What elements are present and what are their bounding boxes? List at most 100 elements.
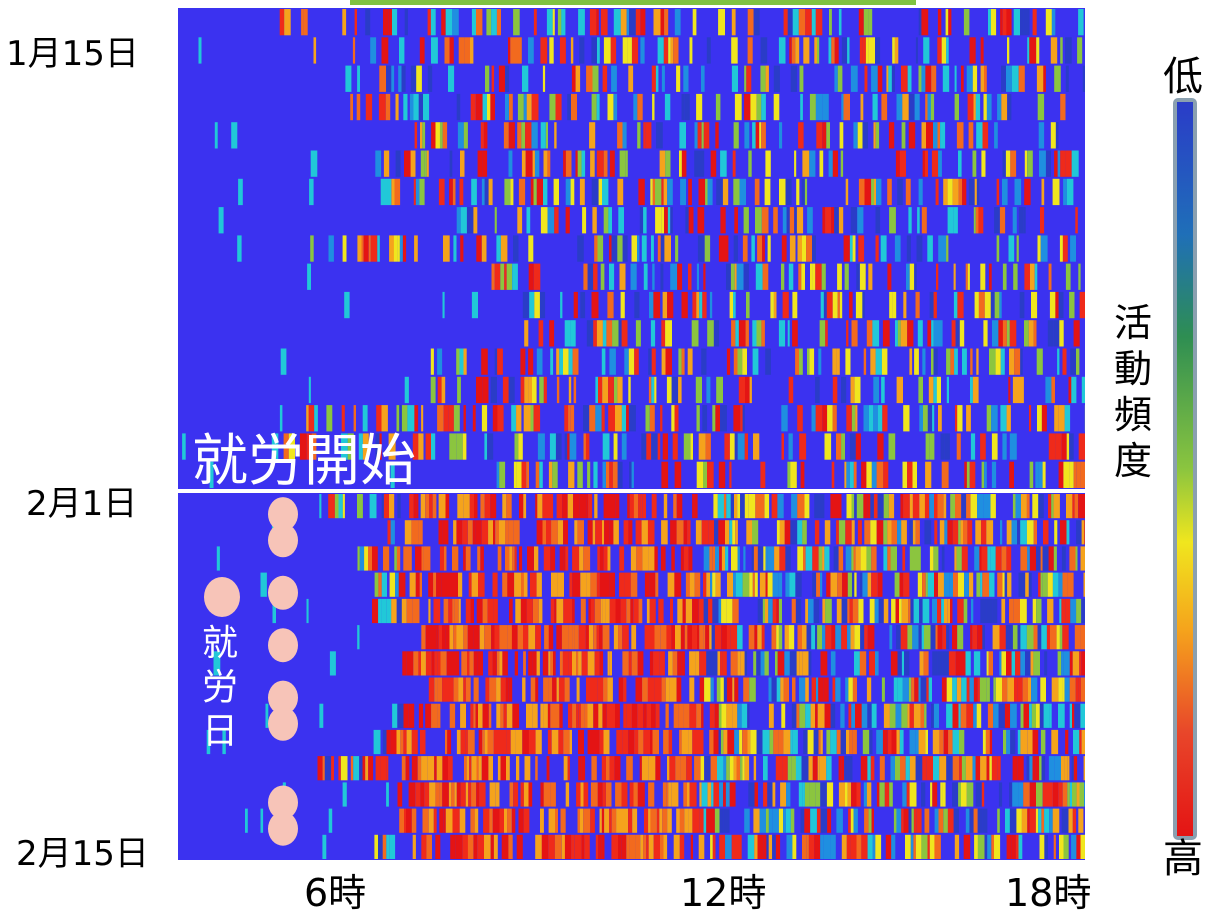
heatmap-cell	[463, 494, 467, 519]
heatmap-cell	[600, 9, 608, 36]
heatmap-cell	[967, 93, 974, 121]
heatmap-cell	[822, 405, 828, 432]
heatmap-cell	[1009, 782, 1013, 807]
heatmap-cell	[1080, 546, 1085, 571]
heatmap-cell	[871, 65, 878, 92]
heatmap-cell	[706, 572, 711, 597]
heatmap-cell	[586, 494, 589, 519]
heatmap-cell	[961, 494, 967, 519]
heatmap-cell	[742, 729, 748, 755]
heatmap-cell	[649, 651, 654, 676]
heatmap-cell	[865, 37, 869, 64]
heatmap-cell	[283, 433, 289, 460]
heatmap-cell	[470, 598, 474, 624]
heatmap-cell	[864, 808, 869, 833]
heatmap-cell	[1058, 782, 1063, 807]
heatmap-cell	[646, 703, 652, 728]
heatmap-cell	[460, 703, 466, 728]
heatmap-cell	[853, 461, 857, 488]
heatmap-cell	[563, 520, 568, 545]
heatmap-cell	[647, 677, 655, 702]
heatmap-cell	[1047, 320, 1054, 347]
heatmap-cell	[306, 433, 312, 460]
heatmap-cell	[493, 598, 498, 624]
heatmap-cell	[891, 729, 897, 755]
heatmap-cell	[911, 677, 915, 702]
heatmap-cell	[511, 405, 517, 432]
heatmap-cell	[943, 808, 948, 833]
heatmap-cell	[981, 546, 988, 571]
heatmap-cell	[664, 93, 671, 121]
heatmap-cell	[618, 207, 624, 234]
heatmap-cell	[513, 461, 517, 488]
heatmap-cell	[927, 405, 933, 432]
heatmap-cell	[753, 651, 757, 676]
heatmap-cell	[420, 729, 426, 755]
heatmap-cell	[595, 520, 602, 545]
heatmap-cell	[370, 235, 378, 262]
heatmap-cell	[419, 178, 425, 206]
heatmap-cell	[676, 808, 680, 833]
heatmap-cell	[458, 572, 463, 597]
heatmap-cell	[1027, 150, 1033, 177]
heatmap-cell	[765, 572, 768, 597]
heatmap-cell	[622, 729, 629, 755]
heatmap-cell	[603, 729, 610, 755]
heatmap-cell	[571, 93, 577, 121]
heatmap-cell	[683, 703, 690, 728]
heatmap-cell	[579, 494, 587, 519]
heatmap-cell	[1073, 756, 1078, 781]
heatmap-cell	[517, 122, 522, 149]
heatmap-cell	[871, 178, 874, 206]
heatmap-cell	[987, 703, 994, 728]
heatmap-cell	[970, 348, 973, 375]
heatmap-cell	[546, 9, 553, 36]
heatmap-cell	[973, 207, 976, 234]
heatmap-cell	[1020, 651, 1025, 676]
heatmap-cell	[583, 782, 589, 807]
heatmap-cell	[434, 756, 437, 781]
heatmap-cell	[922, 348, 926, 375]
heatmap-cell	[388, 433, 396, 460]
heatmap-cell	[473, 651, 478, 676]
heatmap-cell	[877, 494, 884, 519]
heatmap-cell	[623, 703, 627, 728]
heatmap-cell	[1073, 729, 1080, 755]
heatmap-cell	[974, 834, 978, 859]
heatmap-cell	[667, 207, 671, 234]
heatmap-cell	[814, 834, 821, 859]
heatmap-cell	[514, 572, 521, 597]
heatmap-cell	[740, 494, 745, 519]
heatmap-cell	[1068, 376, 1072, 404]
heatmap-cell	[395, 150, 401, 177]
heatmap-cell	[839, 122, 844, 149]
heatmap-cell	[721, 598, 727, 624]
heatmap-cell	[736, 263, 744, 290]
heatmap-cell	[698, 433, 706, 460]
heatmap-cell	[580, 598, 586, 624]
heatmap-cell	[890, 546, 897, 571]
heatmap-cell	[683, 433, 691, 460]
heatmap-cell	[1073, 461, 1077, 488]
heatmap-cell	[932, 782, 938, 807]
heatmap-cell	[736, 756, 740, 781]
heatmap-cell	[779, 520, 785, 545]
heatmap-cell	[902, 677, 909, 702]
heatmap-cell	[477, 546, 481, 571]
heatmap-cell	[469, 494, 474, 519]
work-day-marker	[268, 628, 298, 663]
heatmap-cell	[962, 178, 967, 206]
heatmap-cell	[536, 178, 543, 206]
heatmap-cell	[765, 546, 768, 571]
heatmap-cell	[905, 178, 911, 206]
heatmap-cell	[1061, 546, 1066, 571]
heatmap-cell	[398, 65, 402, 92]
heatmap-cell	[431, 433, 436, 460]
heatmap-cell	[876, 520, 884, 545]
heatmap-cell	[310, 235, 314, 262]
heatmap-cell	[1067, 572, 1074, 597]
heatmap-cell	[974, 178, 977, 206]
heatmap-cell	[734, 729, 740, 755]
heatmap-cell	[437, 348, 443, 375]
heatmap-cell	[990, 291, 995, 319]
